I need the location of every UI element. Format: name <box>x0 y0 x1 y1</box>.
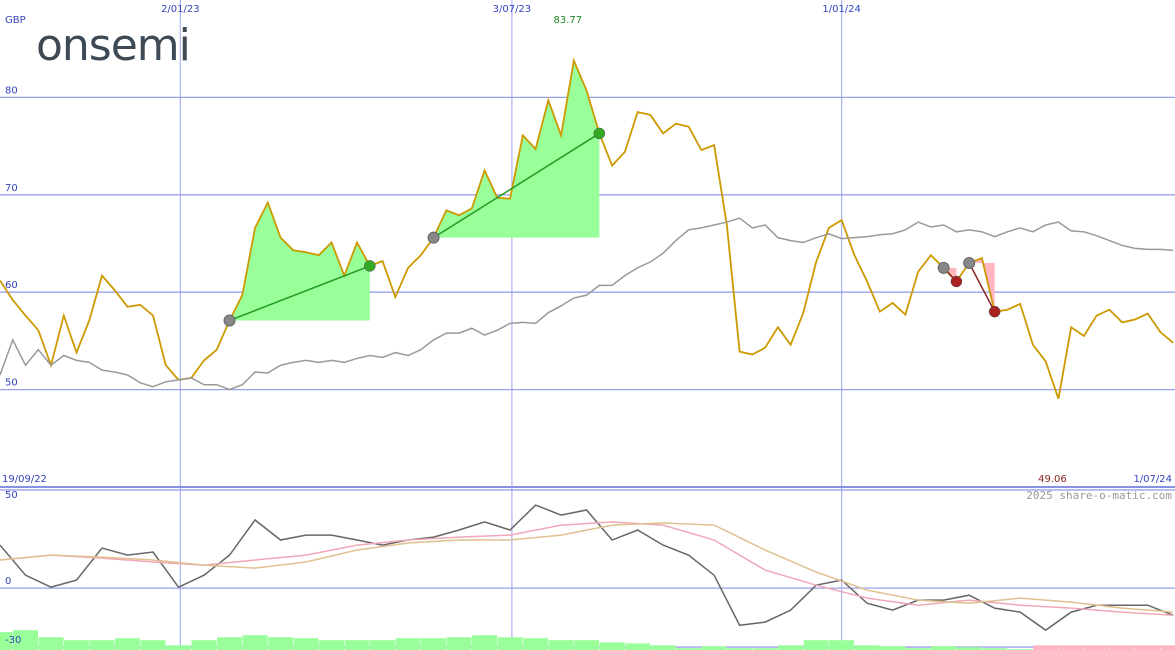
trade-entry <box>427 231 440 244</box>
volume-bar <box>982 648 1008 650</box>
volume-bar <box>880 646 906 650</box>
volume-bar <box>548 640 574 650</box>
volume-bar <box>701 646 727 650</box>
y-tick-label: 70 <box>5 183 18 194</box>
y-tick-label: 60 <box>5 280 18 291</box>
volume-bar <box>38 637 64 650</box>
end-date-label: 1/07/24 <box>1133 474 1172 485</box>
trade-entry <box>963 256 976 269</box>
series-line <box>0 57 1174 400</box>
volume-bar <box>854 645 880 650</box>
low-label: 49.06 <box>1038 474 1067 485</box>
volume-bar <box>242 635 268 650</box>
series-line <box>0 217 1174 391</box>
volume-bar <box>599 642 625 650</box>
volume-bar <box>166 645 192 650</box>
high-label: 83.77 <box>554 15 583 26</box>
volume-bar <box>13 630 39 650</box>
volume-bar <box>1033 645 1059 650</box>
trade-exit <box>988 305 1001 318</box>
volume-bar <box>625 643 651 650</box>
labels: onsemi GBP 19/09/22 1/07/24 2025 share-o… <box>2 4 1172 646</box>
currency-label: GBP <box>5 15 26 26</box>
y-tick-label: 50 <box>5 378 18 389</box>
volume-bar <box>676 648 702 650</box>
trade-exit <box>950 275 963 288</box>
start-date-label: 19/09/22 <box>2 474 47 485</box>
trade-entry <box>223 314 236 327</box>
volume-bar <box>1058 645 1084 650</box>
credit: 2025 share-o-matic.com <box>1026 489 1172 502</box>
trade-line <box>968 262 996 313</box>
volume-bar <box>497 637 523 650</box>
volume-bar <box>446 637 472 650</box>
volume-bar <box>115 638 141 650</box>
volume-bar <box>905 648 931 650</box>
volume-bar <box>1084 645 1110 650</box>
volume-bar <box>344 640 370 650</box>
y-tick-label: -30 <box>5 635 21 646</box>
trade-exit <box>593 127 606 140</box>
trade-line <box>433 132 600 239</box>
y-tick-label: 50 <box>5 490 18 501</box>
volume-bar <box>370 640 396 650</box>
volume-bar <box>829 640 855 650</box>
volume-bar <box>64 640 90 650</box>
volume-bar <box>293 638 319 650</box>
series-lines <box>0 57 1175 650</box>
volume-bar <box>803 640 829 650</box>
volume-bar <box>140 640 166 650</box>
volume-bar <box>472 635 498 650</box>
trade-exit <box>364 260 376 272</box>
x-tick-label: 2/01/23 <box>161 4 200 15</box>
y-tick-label: 80 <box>5 85 18 96</box>
volume-bar <box>89 640 115 650</box>
volume-bar <box>650 645 676 650</box>
trade-entry <box>937 261 950 274</box>
series-line <box>0 504 1174 632</box>
volume-bar <box>395 638 421 650</box>
volume-bar <box>931 646 957 650</box>
volume-bar <box>191 640 217 650</box>
trade-fill <box>969 258 995 312</box>
logo: onsemi <box>36 20 190 71</box>
trade-line <box>229 265 371 322</box>
x-tick-label: 3/07/23 <box>493 4 532 15</box>
volume-bar <box>574 640 600 650</box>
volume-bar <box>956 647 982 650</box>
volume-bar <box>727 648 753 650</box>
y-tick-label: 0 <box>5 576 11 587</box>
volume-bar <box>523 638 549 650</box>
series-line <box>0 522 1174 613</box>
x-tick-label: 1/01/24 <box>822 4 861 15</box>
volume-bar <box>778 645 804 650</box>
trade-fill <box>433 60 600 238</box>
volume-bar <box>319 640 345 650</box>
volume-bar <box>268 637 294 650</box>
volume-bar <box>1160 645 1175 650</box>
volume-bar <box>1109 645 1135 650</box>
trade-marks <box>223 127 1001 327</box>
volume-bar <box>752 648 778 650</box>
trade-fill <box>229 202 370 321</box>
volume-bar <box>1135 645 1161 650</box>
volume-bar <box>0 632 13 650</box>
volume-bar <box>421 638 447 650</box>
volume-bar <box>217 637 243 650</box>
